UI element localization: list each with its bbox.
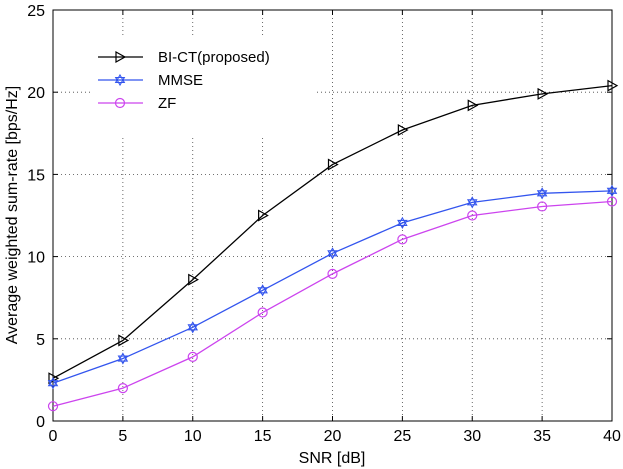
data-point: [466, 196, 478, 209]
data-point: [47, 401, 59, 412]
legend-label-mmse: MMSE: [158, 72, 203, 89]
legend-markers: [114, 50, 127, 109]
series-layer: [47, 79, 619, 412]
y-tick-label: 25: [27, 3, 45, 20]
x-axis-label: SNR [dB]: [299, 450, 366, 467]
x-tick-label: 0: [49, 428, 58, 445]
data-point-up: [47, 377, 59, 387]
legend-marker-down: [114, 76, 126, 87]
y-tick-label: 15: [27, 167, 45, 184]
x-tick-label: 20: [324, 428, 342, 445]
x-tick-label: 30: [463, 428, 481, 445]
legend-label-bi-ct: BI-CT(proposed): [158, 49, 270, 66]
y-axis-label: Average weighted sum-rate [bps/Hz]: [4, 86, 21, 345]
data-point: [537, 87, 549, 100]
series-zf: [47, 196, 618, 412]
y-tick-label: 10: [27, 250, 45, 267]
series-bi-ct-proposed: [48, 79, 619, 385]
data-point-up: [606, 184, 618, 194]
data-point-down: [117, 355, 129, 365]
series-mmse-line: [52, 190, 613, 384]
data-point: [536, 187, 548, 200]
data-point-up: [327, 247, 338, 257]
data-point: [188, 273, 199, 286]
data-point: [258, 209, 269, 222]
data-point: [187, 351, 198, 362]
data-point-down: [327, 250, 338, 260]
data-point: [327, 268, 338, 279]
data-point-down: [606, 187, 618, 197]
y-tick-label: 5: [36, 332, 45, 349]
legend-marker: [115, 50, 127, 64]
legend-box: [92, 36, 317, 136]
legend-marker-up: [114, 73, 126, 84]
legend: BI-CT(proposed) MMSE ZF: [92, 36, 317, 136]
data-point: [397, 216, 408, 229]
y-tick-label: 20: [27, 85, 45, 102]
data-point: [537, 201, 548, 212]
legend-label-zf: ZF: [158, 95, 176, 112]
data-point-down: [536, 190, 548, 200]
data-point-down: [257, 287, 268, 297]
legend-marker: [114, 73, 126, 87]
data-point: [327, 247, 338, 260]
series-mmse: [47, 184, 618, 390]
data-point: [117, 352, 129, 365]
data-point-up: [187, 321, 199, 331]
data-point: [327, 158, 339, 171]
x-tick-label: 25: [393, 428, 411, 445]
data-point: [397, 123, 409, 137]
data-point-up: [117, 352, 129, 362]
series-zf-line: [52, 200, 613, 407]
data-point: [257, 284, 268, 297]
data-point-up: [466, 196, 478, 206]
data-point-down: [397, 219, 408, 229]
data-point: [118, 334, 130, 347]
data-point-up: [257, 284, 268, 294]
y-tick-label: 0: [36, 414, 45, 431]
x-tick-label: 15: [254, 428, 272, 445]
axis-ticks: 0 5 10 15 20 25 30 35 40 0 5 10 15 20 25: [27, 3, 621, 445]
data-point-down: [47, 380, 59, 390]
data-point: [606, 196, 618, 207]
data-point: [606, 184, 618, 197]
series-bi-ct-proposed-line: [52, 84, 613, 379]
data-point-down: [466, 199, 478, 209]
data-point: [257, 307, 268, 318]
data-point: [467, 99, 479, 112]
data-point: [397, 234, 408, 245]
data-point-down: [187, 324, 199, 334]
data-point: [607, 79, 619, 92]
data-point: [47, 377, 59, 390]
x-tick-label: 40: [603, 428, 621, 445]
x-tick-label: 5: [118, 428, 127, 445]
legend-marker: [114, 97, 126, 109]
data-point: [187, 321, 199, 334]
data-point: [467, 210, 478, 221]
x-tick-label: 10: [184, 428, 202, 445]
data-point: [117, 383, 128, 394]
data-point-up: [397, 216, 408, 226]
data-point-up: [536, 187, 548, 197]
x-tick-label: 35: [533, 428, 551, 445]
